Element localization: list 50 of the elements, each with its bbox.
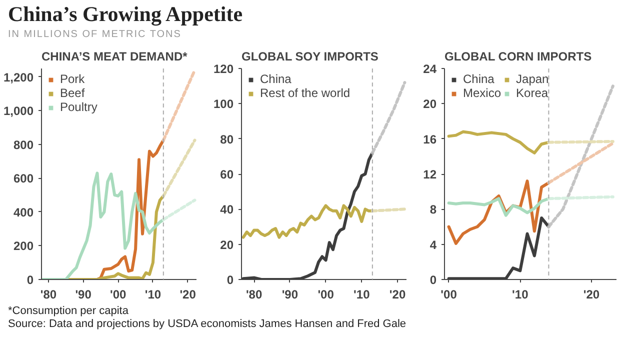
x-tick-label: '90: [282, 288, 298, 302]
y-tick-label: 0: [226, 273, 234, 287]
chart-title: GLOBAL SOY IMPORTS: [242, 50, 378, 64]
y-tick-label: 800: [13, 138, 34, 152]
y-tick-label: 12: [423, 168, 437, 182]
x-tick-label: '10: [512, 288, 529, 302]
y-tick-label: 80: [220, 132, 234, 146]
chart-title: GLOBAL CORN IMPORTS: [444, 50, 592, 64]
y-tick-label: 20: [220, 238, 234, 252]
source-note: Source: Data and projections by USDA economists James Hansen and Fred Gale: [8, 317, 406, 332]
y-tick-label: 8: [430, 202, 437, 217]
legend-label: Japan: [516, 72, 549, 86]
chart-title: CHINA’S MEAT DEMAND*: [42, 50, 188, 64]
y-tick-label: 1,200: [3, 70, 34, 84]
y-tick-label: 600: [13, 172, 34, 186]
y-tick-label: 0: [26, 273, 34, 287]
x-tick-label: '10: [144, 288, 162, 302]
legend-label: Pork: [60, 72, 85, 86]
text: *Consumption per capita: [8, 304, 128, 319]
legend-label: Poultry: [60, 100, 98, 114]
y-tick-label: 24: [423, 62, 437, 76]
text: China’s Growing Appetite: [8, 2, 243, 26]
x-tick-label: '10: [354, 288, 370, 302]
legend-label: Mexico: [463, 86, 502, 100]
x-tick-label: '20: [389, 288, 406, 302]
y-tick-label: 200: [13, 239, 34, 254]
legend-label: Rest of the world: [260, 86, 350, 100]
x-tick-label: '90: [75, 288, 92, 302]
y-tick-label: 16: [423, 132, 437, 146]
y-tick-label: 40: [220, 202, 234, 217]
y-tick-label: 60: [220, 168, 234, 182]
x-tick-label: '00: [318, 288, 334, 302]
x-tick-label: '80: [40, 288, 57, 302]
x-tick-label: '20: [583, 288, 600, 302]
legend-label: China: [463, 72, 494, 86]
y-tick-label: 20: [423, 97, 437, 112]
legend-label: China: [260, 72, 292, 86]
x-tick-label: '00: [440, 288, 458, 302]
x-tick-label: '00: [110, 288, 127, 302]
legend-label: Beef: [60, 86, 85, 100]
y-tick-label: 100: [213, 97, 234, 112]
x-tick-label: '80: [246, 288, 262, 302]
legend-label: Korea: [516, 86, 548, 100]
y-tick-label: 4: [430, 238, 437, 252]
x-tick-label: '20: [180, 288, 196, 302]
y-tick-label: 1,000: [3, 104, 34, 118]
y-tick-label: 120: [213, 62, 234, 76]
y-tick-label: 0: [430, 273, 437, 287]
y-tick-label: 400: [13, 205, 34, 220]
text: IN MILLIONS OF METRIC TONS: [8, 28, 182, 42]
